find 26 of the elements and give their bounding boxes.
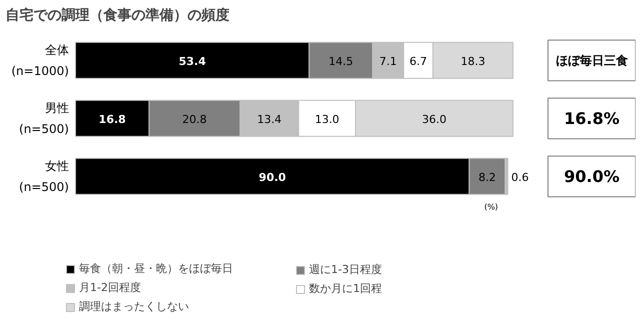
y-tick-label: 男性 (n=500) <box>19 100 69 136</box>
data-label: 36.0 <box>422 112 447 126</box>
data-label: 7.1 <box>379 54 397 68</box>
chart-title: 自宅での調理（食事の準備）の頻度 <box>6 6 230 24</box>
y-tick-label: 女性 (n=500) <box>19 158 69 194</box>
data-label: 14.5 <box>328 54 354 68</box>
legend-label: 数か月に1回程 <box>309 281 382 296</box>
data-label: 13.0 <box>314 112 340 126</box>
text: 16.8% <box>564 108 620 128</box>
text: 90.0% <box>564 166 620 186</box>
data-label: 6.7 <box>410 54 428 68</box>
text: ほぼ毎日三食 <box>556 53 628 68</box>
data-label: 20.8 <box>182 112 207 126</box>
legend-label: 週に1-3日程度 <box>309 262 382 277</box>
data-label: 8.2 <box>478 170 496 184</box>
y-tick-label: 全体 (n=1000) <box>11 42 69 78</box>
legend-label: 毎食（朝・昼・晩）をほぼ毎日 <box>79 261 233 276</box>
legend-label: 月1-2回程度 <box>79 280 141 295</box>
legend-label: 調理はまったくしない <box>79 299 189 314</box>
data-label: 53.4 <box>178 54 206 68</box>
data-label: 13.4 <box>257 112 282 126</box>
data-label: 90.0 <box>258 170 286 184</box>
data-label: 18.3 <box>460 54 486 68</box>
data-label: 0.6 <box>511 170 529 184</box>
annotation: (%) <box>484 202 498 212</box>
data-label: 16.8 <box>98 112 126 126</box>
